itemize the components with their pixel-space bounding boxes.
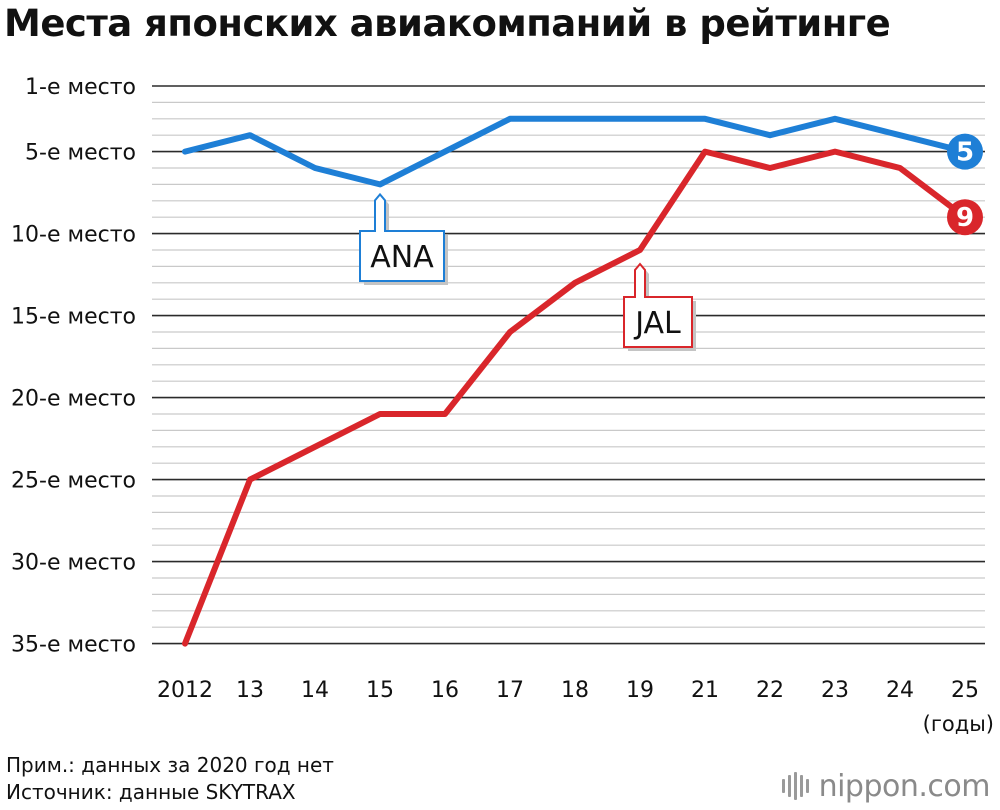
series-line-ana (182, 115, 968, 188)
callout-ana: ANA (359, 192, 448, 285)
y-tick-label: 10-е место (11, 223, 136, 248)
logo-text: nippon.com (818, 768, 991, 804)
nippon-logo: nippon.com (781, 768, 991, 804)
end-badge-jal: 9 (947, 199, 983, 236)
x-tick-label: 23 (821, 678, 849, 703)
y-tick-label: 30-е место (11, 551, 136, 576)
y-tick-label: 15-е место (11, 305, 136, 330)
x-tick-label: 22 (756, 678, 784, 703)
series-callouts: ANA JAL (359, 192, 696, 351)
callout-box (359, 192, 445, 282)
x-tick-label: 21 (691, 678, 719, 703)
logo-mark-icon (781, 772, 809, 800)
grid-lines (152, 85, 985, 645)
callout-label: ANA (370, 240, 434, 275)
callout-box (623, 262, 693, 348)
callout-label: JAL (633, 306, 681, 341)
series-end-badges: 59 (947, 133, 983, 236)
y-tick-label: 35-е место (11, 633, 136, 658)
x-tick-label: 25 (951, 678, 979, 703)
x-tick-label: 19 (626, 678, 654, 703)
x-axis-tick-labels: 2012 13 14 15 16 17 18 19 21 22 23 24 25 (157, 678, 979, 703)
x-tick-label: 16 (431, 678, 459, 703)
x-axis-unit-label: (годы) (923, 712, 994, 736)
line-chart: 1-е место 5-е место 10-е место 15-е место 20… (11, 75, 994, 736)
y-axis-tick-labels: 1-е место 5-е место 10-е место 15-е место 20… (11, 75, 136, 658)
x-tick-label: 14 (301, 678, 329, 703)
y-tick-label: 20-е место (11, 387, 136, 412)
y-tick-label: 1-е место (25, 75, 136, 100)
y-tick-label: 5-е место (25, 141, 136, 166)
series-lines (182, 115, 968, 647)
end-badge-circle (947, 199, 983, 236)
x-tick-label: 24 (886, 678, 914, 703)
end-badge-ana: 5 (947, 133, 983, 170)
x-tick-label: 15 (366, 678, 394, 703)
note-text: Прим.: данных за 2020 год нет (6, 753, 334, 777)
x-tick-label: 13 (236, 678, 264, 703)
x-tick-label: 17 (496, 678, 524, 703)
callout-jal: JAL (623, 262, 696, 351)
end-value-label: 5 (956, 138, 974, 168)
series-line-jal (182, 148, 968, 647)
x-tick-label: 18 (561, 678, 589, 703)
source-text: Источник: данные SKYTRAX (6, 780, 296, 804)
x-tick-label: 2012 (157, 678, 213, 703)
footnotes: Прим.: данных за 2020 год нет Источник: … (6, 752, 334, 806)
end-value-label: 9 (956, 203, 974, 233)
chart-title: Места японских авиакомпаний в рейтинге (4, 2, 891, 45)
y-tick-label: 25-е место (11, 469, 136, 494)
end-badge-circle (947, 133, 983, 170)
